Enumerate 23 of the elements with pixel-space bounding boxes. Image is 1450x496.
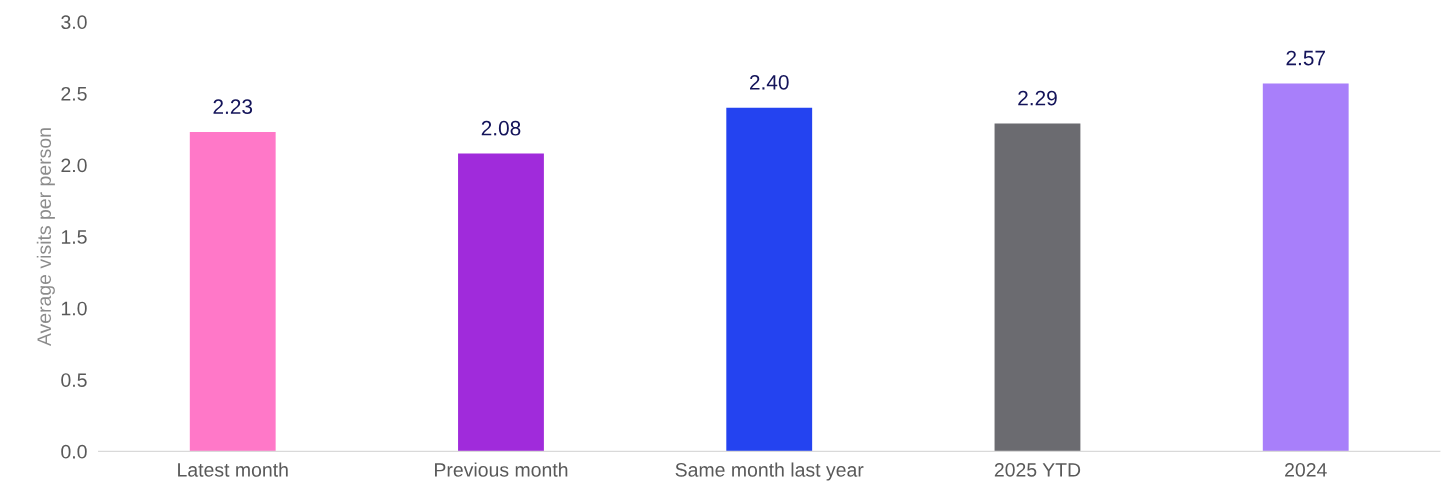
y-tick-label: 2.0 — [61, 158, 87, 173]
y-tick-label: 1.5 — [61, 230, 87, 244]
bar — [189, 132, 276, 452]
data-label: 2.08 — [481, 120, 521, 136]
data-label: 2.23 — [213, 99, 253, 115]
x-tick-label: Latest month — [178, 462, 288, 477]
data-label: 2.40 — [750, 74, 789, 90]
bar — [458, 153, 544, 452]
data-label: 2.29 — [1018, 90, 1057, 106]
y-axis-title: Average visits per person — [36, 128, 55, 347]
x-tick-label: 2024 — [1285, 462, 1327, 477]
x-tick-label: Same month last year — [675, 462, 864, 481]
y-tick-label: 0.0 — [61, 444, 87, 459]
y-tick-label: 0.5 — [61, 373, 87, 388]
x-tick-label: 2025 YTD — [994, 462, 1081, 477]
y-tick-label: 2.5 — [61, 86, 87, 101]
x-tick-label: Previous month — [435, 462, 568, 477]
bar — [994, 123, 1081, 452]
y-tick-label: 3.0 — [61, 15, 87, 30]
bar — [1262, 83, 1349, 452]
bar — [726, 107, 813, 452]
data-label: 2.57 — [1286, 50, 1325, 66]
y-tick-label: 1.0 — [61, 301, 87, 316]
